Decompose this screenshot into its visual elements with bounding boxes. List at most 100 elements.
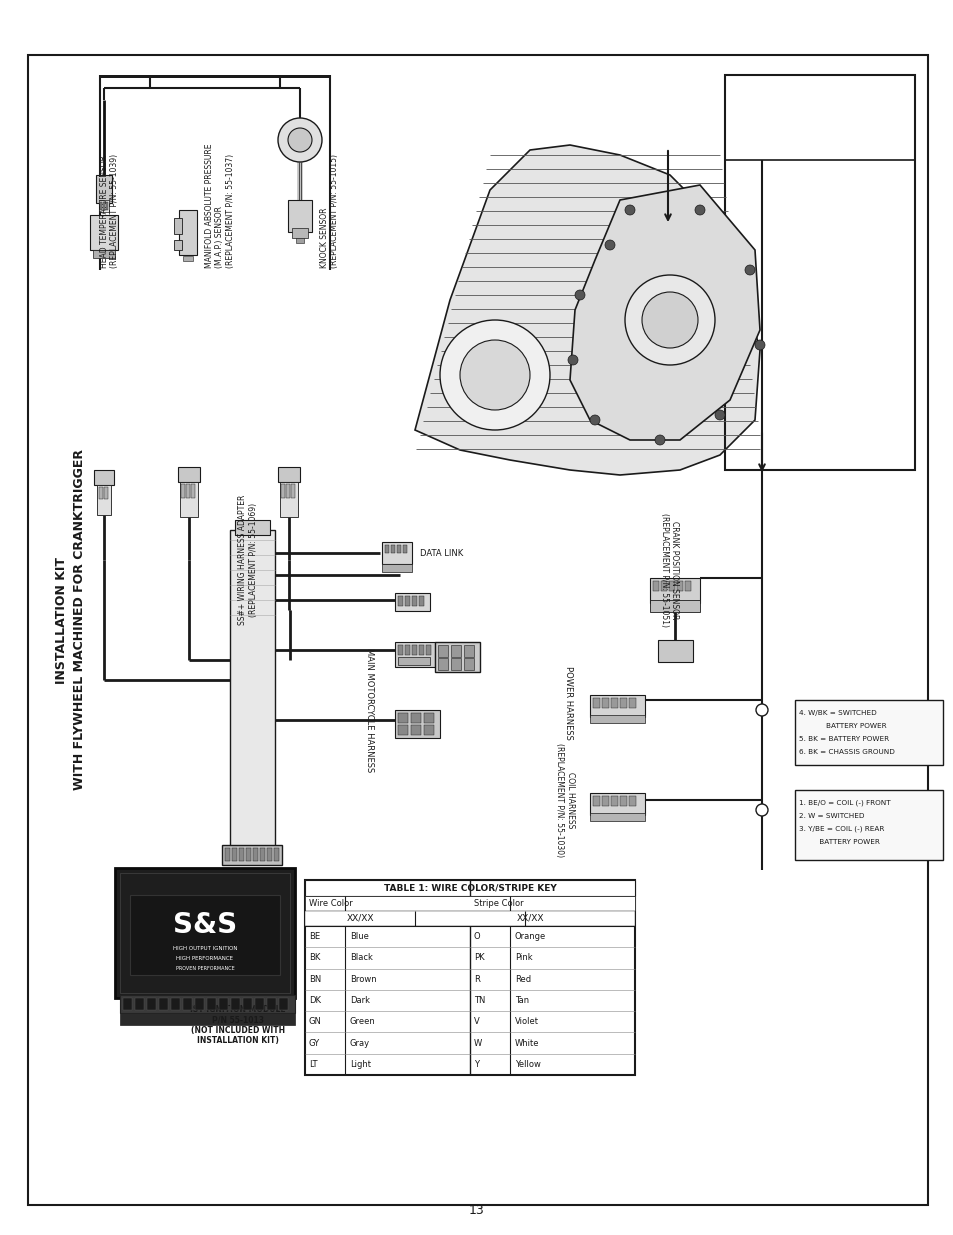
Text: XX/XX: XX/XX bbox=[516, 914, 543, 923]
Bar bbox=[305, 897, 635, 911]
Circle shape bbox=[695, 205, 704, 215]
Bar bbox=[589, 695, 644, 718]
Bar bbox=[183, 998, 192, 1010]
Text: R: R bbox=[474, 974, 479, 984]
Text: Blue: Blue bbox=[350, 932, 369, 941]
Circle shape bbox=[754, 340, 764, 350]
Bar bbox=[96, 175, 112, 203]
Bar bbox=[435, 642, 479, 672]
Bar bbox=[230, 530, 274, 860]
Bar bbox=[130, 895, 280, 974]
Polygon shape bbox=[415, 144, 760, 475]
Bar bbox=[103, 203, 105, 210]
Circle shape bbox=[277, 119, 322, 162]
Bar bbox=[412, 597, 416, 606]
Bar bbox=[246, 848, 251, 861]
Bar bbox=[234, 520, 270, 535]
Text: HIGH OUTPUT IGNITION: HIGH OUTPUT IGNITION bbox=[172, 946, 237, 951]
Bar bbox=[90, 215, 118, 249]
Bar bbox=[277, 467, 299, 482]
Bar bbox=[423, 713, 434, 722]
Text: V: V bbox=[474, 1018, 479, 1026]
Bar bbox=[120, 995, 294, 1013]
Bar bbox=[610, 797, 618, 806]
Circle shape bbox=[439, 320, 550, 430]
Text: Yellow: Yellow bbox=[515, 1060, 540, 1068]
Bar bbox=[120, 873, 290, 993]
Bar bbox=[463, 658, 474, 671]
Bar bbox=[239, 848, 244, 861]
Text: Tan: Tan bbox=[515, 995, 529, 1005]
Text: COIL HARNESS
(REPLACEMENT P/N: 55-1030): COIL HARNESS (REPLACEMENT P/N: 55-1030) bbox=[555, 743, 574, 857]
Bar bbox=[397, 657, 430, 664]
Text: CRANK POSITION SENSOR
(REPLACEMENT P/N: 55-1051): CRANK POSITION SENSOR (REPLACEMENT P/N: … bbox=[659, 513, 679, 627]
Bar bbox=[231, 998, 240, 1010]
Bar bbox=[243, 998, 252, 1010]
Bar bbox=[418, 597, 423, 606]
Bar bbox=[610, 698, 618, 708]
Circle shape bbox=[575, 290, 584, 300]
Text: DK: DK bbox=[309, 995, 320, 1005]
Bar bbox=[794, 700, 942, 764]
Text: Light: Light bbox=[350, 1060, 371, 1068]
Text: BK: BK bbox=[309, 953, 320, 962]
Bar bbox=[411, 713, 420, 722]
Text: TABLE 1: WIRE COLOR/STRIPE KEY: TABLE 1: WIRE COLOR/STRIPE KEY bbox=[383, 883, 556, 893]
Bar bbox=[391, 545, 395, 553]
Bar bbox=[589, 813, 644, 821]
Circle shape bbox=[604, 240, 615, 249]
Text: INSTALLATION KIT: INSTALLATION KIT bbox=[55, 557, 69, 683]
Bar bbox=[397, 597, 402, 606]
Bar bbox=[619, 797, 626, 806]
Bar bbox=[171, 998, 180, 1010]
Bar bbox=[295, 238, 304, 243]
Text: Red: Red bbox=[515, 974, 531, 984]
Bar bbox=[385, 545, 389, 553]
Circle shape bbox=[579, 254, 689, 366]
Bar bbox=[305, 881, 635, 1074]
Bar bbox=[99, 200, 109, 212]
Text: BATTERY POWER: BATTERY POWER bbox=[799, 839, 879, 845]
Bar bbox=[395, 710, 439, 739]
Text: GN: GN bbox=[309, 1018, 321, 1026]
Bar bbox=[191, 484, 194, 498]
Bar bbox=[222, 845, 282, 864]
Bar bbox=[652, 580, 659, 592]
Bar bbox=[135, 998, 144, 1010]
Text: MANIFOLD ABSOLUTE PRESSURE
(M.A.P.) SENSOR
(REPLACEMENT P/N: 55-1037): MANIFOLD ABSOLUTE PRESSURE (M.A.P.) SENS… bbox=[205, 143, 234, 268]
Bar bbox=[397, 713, 408, 722]
Text: 13: 13 bbox=[469, 1203, 484, 1216]
Bar bbox=[451, 658, 460, 671]
Bar bbox=[267, 998, 275, 1010]
Bar bbox=[601, 698, 608, 708]
Text: 1. BE/O = COIL (-) FRONT: 1. BE/O = COIL (-) FRONT bbox=[799, 800, 890, 806]
Bar bbox=[405, 645, 410, 655]
Bar bbox=[181, 484, 185, 498]
Text: BN: BN bbox=[309, 974, 321, 984]
Text: PK: PK bbox=[474, 953, 484, 962]
Text: Wire Color: Wire Color bbox=[309, 899, 353, 909]
Text: 2. W = SWITCHED: 2. W = SWITCHED bbox=[799, 813, 863, 819]
Circle shape bbox=[624, 205, 635, 215]
Text: Green: Green bbox=[350, 1018, 375, 1026]
Bar bbox=[92, 249, 115, 258]
Bar bbox=[395, 593, 430, 611]
Bar bbox=[677, 580, 682, 592]
Bar bbox=[253, 848, 257, 861]
Bar bbox=[292, 228, 308, 238]
Bar bbox=[115, 868, 294, 998]
Circle shape bbox=[288, 128, 312, 152]
Bar bbox=[180, 482, 198, 517]
Bar bbox=[291, 484, 294, 498]
Bar bbox=[649, 578, 700, 603]
Bar bbox=[660, 580, 666, 592]
Bar bbox=[159, 998, 168, 1010]
Text: O: O bbox=[474, 932, 480, 941]
Text: HEAD TEMPERATURE SENSOR
(REPLACEMENT P/N: 55-1039): HEAD TEMPERATURE SENSOR (REPLACEMENT P/N… bbox=[100, 154, 119, 268]
Text: BATTERY POWER: BATTERY POWER bbox=[799, 722, 885, 729]
Bar bbox=[147, 998, 156, 1010]
Text: Gray: Gray bbox=[350, 1039, 370, 1047]
Text: MAIN MOTORCYCLE HARNESS: MAIN MOTORCYCLE HARNESS bbox=[365, 648, 375, 772]
Bar bbox=[649, 600, 700, 613]
Bar bbox=[589, 715, 644, 722]
